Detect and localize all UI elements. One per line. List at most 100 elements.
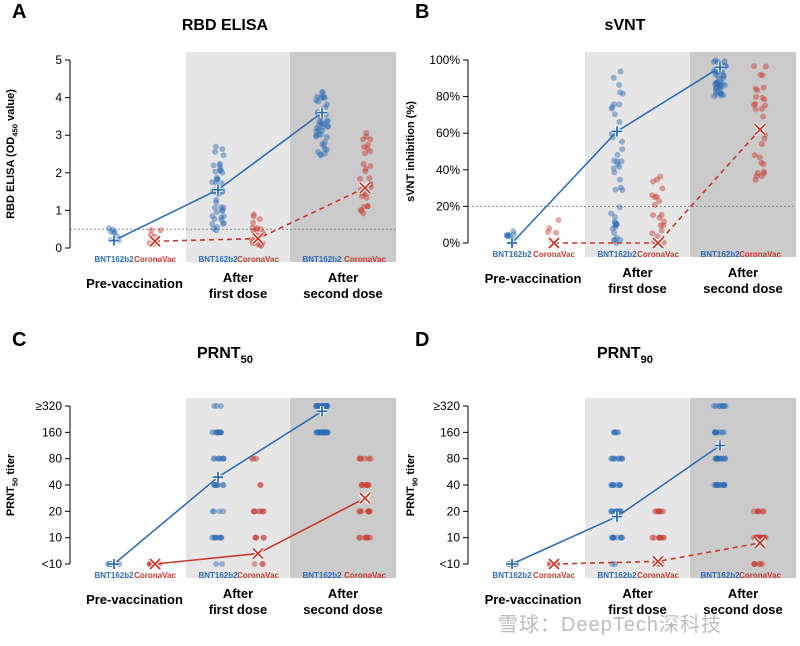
bnt-point [317, 429, 324, 436]
coronavac-point [365, 482, 372, 488]
bnt-point [217, 534, 224, 541]
bnt-point [716, 455, 723, 462]
coronavac-point [359, 482, 366, 488]
bnt-point [323, 403, 330, 409]
bnt-point [212, 534, 219, 541]
bnt-point [320, 429, 327, 436]
bnt-point [712, 429, 719, 436]
coronavac-mean-marker [149, 558, 161, 570]
bnt-point [617, 482, 624, 488]
bnt-point [611, 429, 618, 436]
x-label-bnt: BNT162b2 [700, 250, 740, 259]
panel-title: sVNT [605, 17, 646, 34]
bnt-point [713, 88, 720, 95]
coronavac-point [250, 213, 257, 220]
bnt-point [321, 121, 328, 128]
bnt-point [212, 143, 219, 150]
coronavac-point [760, 84, 767, 91]
coronavac-point [260, 534, 267, 541]
x-label-coronavac: CoronaVac [344, 571, 386, 580]
bnt-point [718, 90, 725, 97]
bnt-point [216, 167, 223, 174]
bnt-point [314, 149, 321, 156]
group-label-second: After [328, 586, 358, 601]
coronavac-point [364, 203, 371, 210]
coronavac-point [366, 175, 373, 182]
y-axis-label-main: PRNT [405, 486, 417, 516]
coronavac-mean-marker [252, 232, 264, 245]
coronavac-point [751, 152, 758, 159]
bnt-mean-marker [612, 126, 622, 137]
bnt-point [714, 88, 721, 95]
bnt-point [619, 455, 626, 462]
coronavac-point [360, 161, 367, 168]
coronavac-point [253, 455, 260, 462]
bnt-point [717, 92, 724, 99]
bnt-point [315, 403, 322, 409]
coronavac-point [751, 561, 758, 567]
bnt-point [213, 223, 220, 230]
bnt-point [209, 220, 216, 227]
bnt-point [722, 82, 729, 89]
bnt-point [713, 482, 720, 488]
bnt-point [323, 403, 330, 409]
bnt-point [610, 534, 617, 541]
bnt-point [209, 508, 216, 515]
x-label-coronavac: CoronaVac [533, 571, 575, 580]
x-label-bnt: BNT162b2 [198, 255, 238, 264]
coronavac-point [357, 207, 364, 214]
coronavac-point [756, 154, 763, 161]
coronavac-point [754, 508, 761, 515]
bnt-point [214, 429, 221, 436]
bnt-point [219, 206, 226, 213]
bnt-point [614, 158, 621, 165]
bnt-point [721, 482, 728, 488]
bnt-point [324, 123, 331, 130]
coronavac-point [755, 508, 762, 515]
bnt-point [720, 75, 727, 82]
coronavac-point [653, 508, 660, 515]
bnt-point [213, 482, 220, 488]
bnt-point [614, 455, 621, 462]
coronavac-mean-marker [149, 235, 161, 247]
coronavac-point [356, 534, 363, 541]
bnt-point [714, 482, 721, 488]
bnt-point [608, 482, 615, 488]
bnt-point [324, 117, 331, 124]
bnt-point [317, 94, 324, 101]
bnt-point [712, 84, 719, 91]
coronavac-point [249, 224, 256, 231]
bnt-point [614, 161, 621, 168]
bnt-point [212, 534, 219, 541]
coronavac-point [758, 140, 765, 147]
coronavac-point [655, 508, 662, 515]
group-label-first: After [622, 586, 652, 601]
bnt-point [218, 429, 225, 436]
bnt-point [313, 403, 320, 409]
coronavac-point [753, 173, 760, 180]
bnt-point [611, 157, 618, 164]
bnt-point [612, 224, 619, 231]
bnt-point [610, 534, 617, 541]
group-label-first: After [622, 265, 652, 280]
bnt-point [321, 139, 328, 146]
bnt-point [720, 482, 727, 488]
bnt-mean-marker [213, 184, 223, 195]
bnt-point [722, 403, 729, 409]
coronavac-point [650, 212, 657, 219]
x-label-bnt: BNT162b2 [94, 571, 134, 580]
bnt-point [211, 482, 218, 488]
coronavac-point [656, 214, 663, 221]
bnt-point [617, 68, 624, 75]
group-label-first: After [223, 586, 253, 601]
bnt-point [218, 214, 225, 221]
group-label-second: After [328, 270, 358, 285]
bnt-point [209, 429, 216, 436]
y-tick-label: ≥320 [35, 399, 62, 413]
bnt-point [722, 455, 729, 462]
bnt-point [615, 455, 622, 462]
coronavac-point [364, 141, 371, 148]
coronavac-point [657, 173, 664, 180]
bnt-point [319, 141, 326, 148]
coronavac-point [651, 534, 658, 541]
